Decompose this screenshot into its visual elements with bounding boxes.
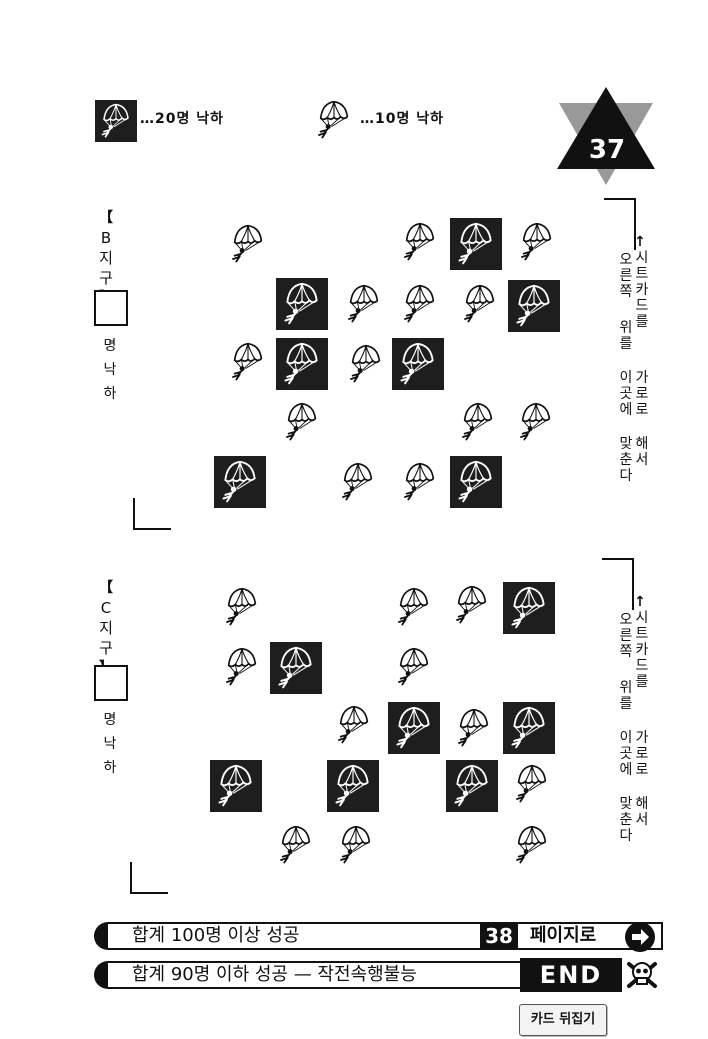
paratrooper-boxed-icon bbox=[503, 702, 555, 754]
arrow-right-circle-icon[interactable] bbox=[624, 921, 656, 953]
district-b-instruction-col-4: 위를 bbox=[619, 320, 633, 352]
paratrooper-icon bbox=[458, 400, 498, 444]
flip-card-button[interactable]: 카드 뒤집기 bbox=[519, 1004, 607, 1036]
paratrooper-boxed-icon bbox=[276, 338, 328, 390]
paratrooper-icon bbox=[452, 583, 492, 627]
outcome-1-goto-label[interactable]: 페이지로 bbox=[530, 925, 597, 946]
paratrooper-icon bbox=[222, 585, 262, 629]
district-b-instruction-col-0: 시트카드를 bbox=[635, 250, 649, 330]
district-c-corner-mark bbox=[130, 862, 168, 894]
district-b-drop-label: 명 낙 하 bbox=[103, 338, 117, 402]
paratrooper-icon bbox=[282, 400, 322, 444]
paratrooper-boxed-icon bbox=[508, 280, 560, 332]
paratrooper-icon bbox=[460, 282, 500, 326]
paratrooper-boxed-icon bbox=[503, 582, 555, 634]
district-c-instruction-col-1: 가로로 bbox=[635, 730, 649, 778]
paratrooper-icon bbox=[336, 823, 376, 867]
paratrooper-boxed-icon bbox=[327, 760, 379, 812]
paratrooper-boxed-icon bbox=[446, 760, 498, 812]
district-c-answer-box[interactable] bbox=[94, 665, 128, 701]
page-number: 37 bbox=[588, 135, 626, 165]
district-b-corner-mark bbox=[133, 498, 171, 530]
paratrooper-boxed-icon bbox=[450, 456, 502, 508]
legend-small-label: …10명 낙하 bbox=[360, 111, 444, 127]
paratrooper-icon bbox=[400, 220, 440, 264]
paratrooper-icon bbox=[394, 585, 434, 629]
district-b-instruction-col-6: 맞춘다 bbox=[619, 436, 633, 484]
district-b-char-2: 구 bbox=[99, 269, 113, 287]
paratrooper-icon bbox=[228, 222, 268, 266]
paratrooper-icon bbox=[400, 460, 440, 504]
legend-small-trooper-icon bbox=[314, 98, 354, 142]
paratrooper-boxed-icon bbox=[210, 760, 262, 812]
district-c-align-mark bbox=[602, 558, 634, 610]
paratrooper-boxed-icon bbox=[392, 338, 444, 390]
district-c-drop-label: 명 낙 하 bbox=[103, 712, 117, 776]
district-c-instruction-col-3: 오른쪽 bbox=[619, 612, 633, 660]
district-c-instruction-col-5: 이곳에 bbox=[619, 730, 633, 778]
district-b-align-mark bbox=[604, 198, 636, 250]
paratrooper-boxed-icon bbox=[214, 456, 266, 508]
paratrooper-icon bbox=[394, 645, 434, 689]
paratrooper-icon bbox=[276, 823, 316, 867]
district-b-instruction-col-5: 이곳에 bbox=[619, 370, 633, 418]
district-b-instruction-col-1: 가로로 bbox=[635, 370, 649, 418]
outcome-1-text: 합계 100명 이상 성공 bbox=[132, 925, 300, 946]
paratrooper-boxed-icon bbox=[276, 278, 328, 330]
district-c-label: 【 C 지 구 】 bbox=[93, 578, 119, 678]
paratrooper-icon bbox=[516, 400, 556, 444]
paratrooper-icon bbox=[454, 706, 494, 750]
arrow-up-icon: ↑ bbox=[634, 234, 646, 250]
legend-big-label: …20명 낙하 bbox=[140, 111, 224, 127]
paratrooper-icon bbox=[517, 220, 557, 264]
district-c-instruction-col-0: 시트카드를 bbox=[635, 610, 649, 690]
paratrooper-icon bbox=[346, 342, 386, 386]
district-b-char-0: B bbox=[100, 229, 112, 247]
legend-big-trooper-icon bbox=[95, 100, 137, 142]
district-c-instruction-col-4: 위를 bbox=[619, 680, 633, 712]
outcome-2-text: 합계 90명 이하 성공 — 작전속행불능 bbox=[132, 964, 417, 985]
district-c-char-0: C bbox=[100, 599, 112, 617]
district-b-instruction-col-3: 오른쪽 bbox=[619, 252, 633, 300]
district-c-instruction-col-2: 해서 bbox=[635, 796, 649, 828]
outcome-1-bar bbox=[108, 922, 663, 950]
paratrooper-icon bbox=[334, 703, 374, 747]
outcome-1-page-number[interactable]: 38 bbox=[480, 922, 518, 950]
paratrooper-boxed-icon bbox=[270, 642, 322, 694]
skull-crossbones-icon bbox=[627, 962, 657, 988]
page-badge-icon bbox=[557, 87, 655, 185]
district-b-char-1: 지 bbox=[99, 249, 113, 267]
paratrooper-icon bbox=[400, 282, 440, 326]
district-c-char-1: 지 bbox=[99, 619, 113, 637]
district-b-instruction-col-2: 해서 bbox=[635, 436, 649, 468]
district-b-answer-box[interactable] bbox=[94, 290, 128, 326]
arrow-up-icon: ↑ bbox=[634, 594, 646, 610]
paratrooper-boxed-icon bbox=[388, 702, 440, 754]
paratrooper-icon bbox=[222, 645, 262, 689]
outcome-2-bar bbox=[108, 961, 528, 989]
paratrooper-icon bbox=[228, 340, 268, 384]
district-c-instruction-col-6: 맞춘다 bbox=[619, 796, 633, 844]
outcome-2-end-label: END bbox=[520, 958, 622, 992]
paratrooper-icon bbox=[338, 460, 378, 504]
paratrooper-icon bbox=[344, 282, 384, 326]
paratrooper-icon bbox=[512, 762, 552, 806]
paratrooper-icon bbox=[512, 823, 552, 867]
district-c-char-2: 구 bbox=[99, 639, 113, 657]
paratrooper-boxed-icon bbox=[450, 218, 502, 270]
